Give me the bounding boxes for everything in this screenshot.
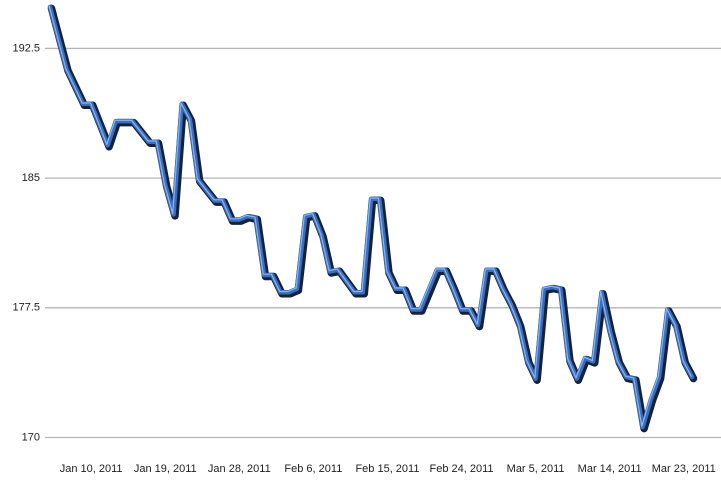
y-tick-label: 170	[22, 431, 40, 443]
line-outline	[47, 4, 698, 433]
x-tick-label: Feb 24, 2011	[430, 463, 494, 475]
x-tick-label: Feb 6, 2011	[284, 463, 342, 475]
x-tick-label: Jan 10, 2011	[60, 463, 123, 475]
line-highlight	[48, 5, 692, 427]
x-tick-label: Mar 23, 2011	[652, 463, 716, 475]
y-tick-label: 192.5	[12, 42, 40, 54]
y-tick-label: 177.5	[12, 302, 40, 314]
x-tick-label: Jan 28, 2011	[208, 463, 271, 475]
x-tick-label: Mar 5, 2011	[507, 463, 565, 475]
x-tick-label: Feb 15, 2011	[355, 463, 419, 475]
y-tick-label: 185	[22, 172, 40, 184]
x-tick-label: Mar 14, 2011	[578, 463, 642, 475]
x-tick-label: Jan 19, 2011	[134, 463, 197, 475]
